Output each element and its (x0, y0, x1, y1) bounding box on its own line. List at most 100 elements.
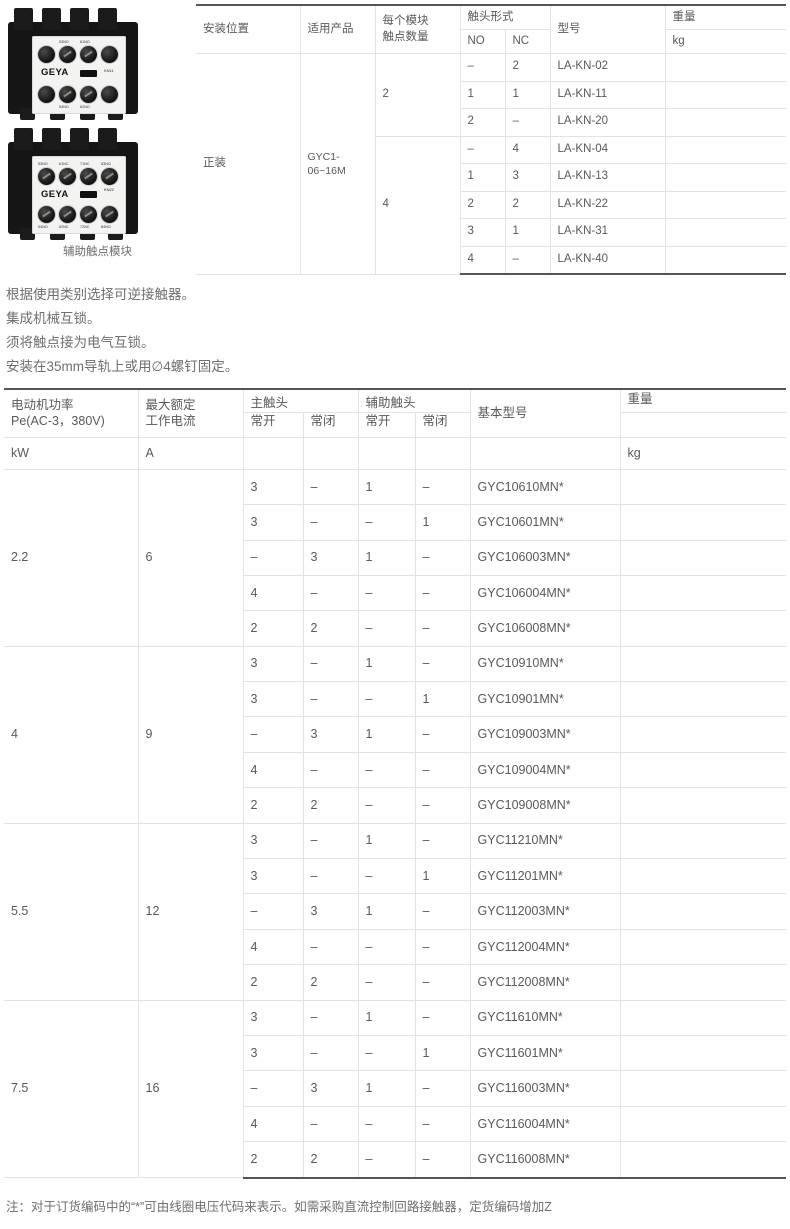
device-fin (98, 128, 117, 150)
header-base-model: 基本型号 (469, 387, 621, 438)
cell-weight (619, 1105, 787, 1143)
cell-aux-no: – (357, 964, 416, 1001)
device-main-body: 53NO 61NO 54NO 62NO GEYA KN11 (8, 8, 138, 120)
auxiliary-contact-spec-table: 安装位置 适用产品 每个模块 触点数量 触头形式 型号 重量 NO NC kg … (196, 4, 786, 275)
cell-nc: 2 (504, 53, 551, 82)
cell-main-no: 4 (242, 574, 304, 612)
cell-nc: 1 (504, 218, 551, 247)
terminal-screw (80, 86, 97, 103)
brand-logo: GEYA (41, 189, 69, 200)
header-model: 型号 (549, 4, 666, 54)
cell-weight (619, 645, 787, 683)
table-row: 2 2 LA-KN-22 (196, 190, 786, 219)
cell-weight (619, 1070, 787, 1107)
description-line: 安装在35mm导轨上或用∅4螺钉固定。 (6, 359, 239, 374)
cell-weight (619, 822, 787, 860)
table-header-row: 安装位置 适用产品 每个模块 触点数量 触头形式 型号 重量 (196, 4, 786, 54)
device-fin (42, 8, 61, 30)
cell-applicable-product: GYC1-06~16M (299, 53, 376, 275)
terminal-screw (59, 206, 76, 223)
cell-main-nc: – (302, 1105, 359, 1143)
cell-main-nc: – (302, 751, 359, 789)
cell-nc: – (504, 108, 551, 137)
cell-main-no: 4 (242, 928, 304, 966)
header-nc: NC (504, 29, 551, 54)
cell-aux-nc: 1 (414, 858, 471, 895)
cell-base-model: GYC112008MN* (469, 964, 621, 1001)
cell-base-model: GYC116004MN* (469, 1105, 621, 1143)
device-fin (14, 8, 33, 30)
brand-logo: GEYA (41, 67, 69, 78)
cell-aux-nc: – (414, 468, 471, 506)
cell-main-no: 3 (242, 999, 304, 1037)
cell-aux-nc: 1 (414, 1034, 471, 1072)
cell-base-model: GYC10601MN* (469, 504, 621, 541)
cell-no: 4 (459, 245, 506, 275)
table-row: –3 1– GYC112003MN* (4, 893, 787, 930)
cell-main-no: – (242, 893, 304, 930)
cell-aux-nc: – (414, 893, 471, 930)
cell-weight (619, 610, 787, 647)
terminal-label: 53NO (59, 40, 69, 44)
cell-weight (619, 999, 787, 1037)
cell-nc: 2 (504, 190, 551, 219)
cell-weight (664, 80, 786, 109)
cell-weight (619, 539, 787, 576)
cell-main-nc: – (302, 858, 359, 895)
unit-aux-no-blank (357, 436, 416, 470)
cell-weight (619, 858, 787, 895)
header-contacts-per-module: 每个模块 触点数量 (374, 4, 461, 54)
cell-main-no: 2 (242, 1141, 304, 1179)
header-motor-power-line1: 电动机功率 (11, 397, 74, 412)
terminal-label: 54NO (38, 225, 48, 229)
terminal-hole (101, 46, 118, 63)
cell-aux-no: 1 (357, 822, 416, 860)
device-foot (20, 228, 35, 240)
device-foot (20, 108, 35, 120)
table-row: 4– LA-KN-40 (196, 245, 786, 275)
device-slot (80, 191, 97, 198)
header-aux-nc: 常闭 (414, 411, 471, 438)
cell-aux-no: – (357, 574, 416, 612)
table-row: 1 3 LA-KN-13 (196, 163, 786, 192)
contactor-model-table-container: 电动机功率 Pe(AC-3，380V) 最大额定 工作电流 主触头 辅助触头 基… (4, 387, 787, 1179)
description-line: 集成机械互锁。 (6, 311, 101, 326)
table-row: 4– – – GYC112004MN* (4, 928, 787, 966)
unit-max-current: A (137, 436, 244, 470)
cell-mount-position: 正装 (196, 53, 301, 275)
terminal-screw (101, 168, 118, 185)
cell-base-model: GYC109004MN* (469, 751, 621, 789)
header-contacts-per-module-line2: 触点数量 (382, 30, 429, 43)
cell-base-model: GYC10901MN* (469, 681, 621, 718)
description-line: 须将触点接为电气互锁。 (6, 335, 155, 350)
cell-aux-no: – (357, 1141, 416, 1179)
cell-weight (664, 190, 786, 219)
device-slot (80, 70, 97, 77)
cell-weight (619, 964, 787, 1001)
cell-main-nc: – (302, 504, 359, 541)
cell-main-no: 3 (242, 822, 304, 860)
cell-aux-no: 1 (357, 539, 416, 576)
table-row: –3 1– GYC116003MN* (4, 1070, 787, 1107)
header-weight: 重量 (619, 387, 787, 413)
cell-main-nc: 3 (302, 1070, 359, 1107)
cell-model: LA-KN-13 (549, 163, 666, 192)
cell-main-nc: – (302, 1034, 359, 1072)
table-row: 4– – – GYC106004MN* (4, 574, 787, 612)
cell-main-no: 2 (242, 787, 304, 824)
terminal-hole (101, 86, 118, 103)
device-front-face: 53NO 61NC 71NC 83NO 54NO 62NC 72NC 84NO … (32, 156, 126, 234)
cell-aux-nc: 1 (414, 681, 471, 718)
cell-main-nc: 2 (302, 964, 359, 1001)
cell-weight (619, 787, 787, 824)
device-model-code: KN22 (104, 187, 115, 192)
cell-weight (619, 1141, 787, 1179)
cell-main-nc: – (302, 574, 359, 612)
cell-base-model: GYC116008MN* (469, 1141, 621, 1179)
header-main-no: 常开 (242, 411, 304, 438)
cell-main-no: 4 (242, 751, 304, 789)
device-model-code: KN11 (104, 68, 114, 73)
header-main-contact: 主触头 (242, 387, 359, 413)
table-subheader-row: NO NC kg (196, 29, 786, 54)
cell-weight (619, 468, 787, 506)
